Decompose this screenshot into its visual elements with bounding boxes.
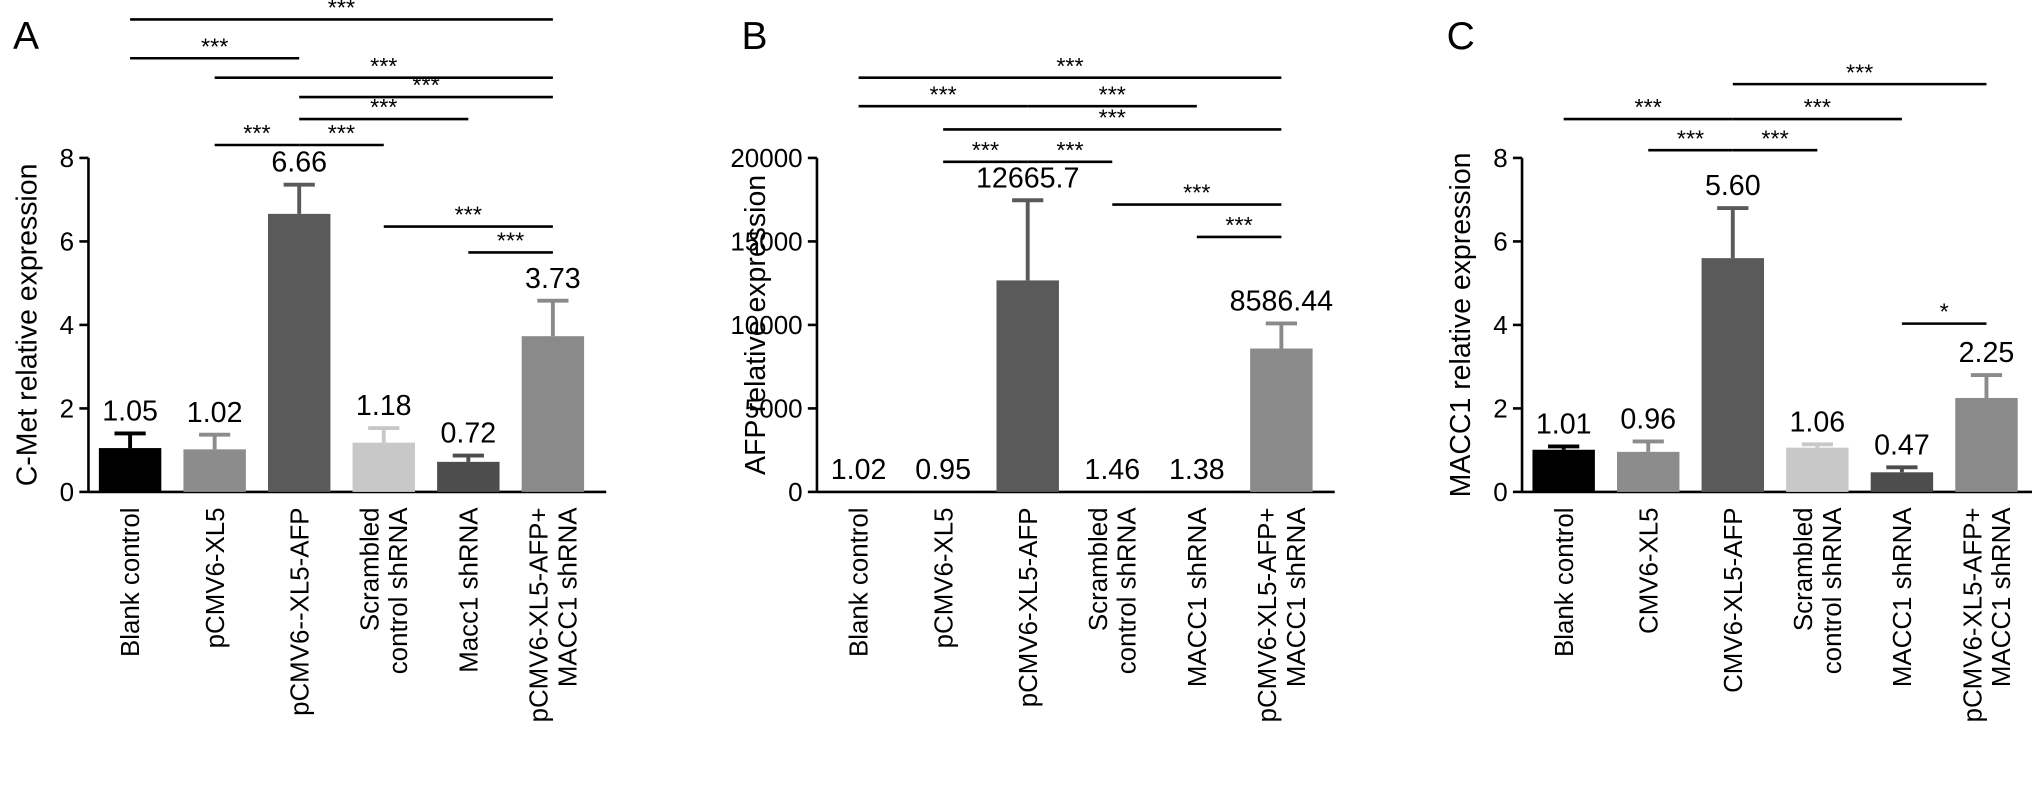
y-tick-label: 15000 [730,229,802,257]
x-tick-label: MACC1 shRNA [1184,507,1212,687]
y-axis-label: MACC1 relative expression [1445,153,1477,498]
y-tick-label: 4 [1493,312,1507,340]
x-tick-label: Scrambledcontrol shRNA [357,507,414,674]
significance-label: *** [1099,105,1126,131]
x-tick-label: CMV6-XL5-AFP [1720,507,1748,692]
significance-label: *** [1225,212,1252,238]
x-tick-label: Macc1 shRNA [455,507,483,673]
x-tick-label: Scrambledcontrol shRNA [1085,507,1142,674]
bar [996,280,1059,492]
x-tick-label: pCMV6-XL5-AFP [1015,507,1043,707]
value-label: 1.46 [1084,454,1140,486]
bar [267,213,331,492]
significance-label: *** [1635,94,1662,120]
significance-label: *** [497,228,524,254]
x-tick-label: pCMV6-XL5 [202,507,230,648]
y-tick-label: 2 [60,396,74,424]
significance-label: *** [1099,81,1126,107]
y-tick-label: 8 [60,145,74,173]
x-tick-label: pCMV6-XL5-AFP+MACC1 shRNA [526,507,583,723]
panel-label: B [742,15,768,58]
value-label: 0.72 [440,418,496,450]
x-tick-label: pCMV6-XL5-AFP+MACC1 shRNA [1959,507,2016,723]
y-tick-label: 0 [788,479,802,507]
y-axis-label: C-Met relative expression [11,164,43,487]
x-tick-label: CMV6-XL5 [1635,507,1663,634]
x-tick-label: pCMV6-XL5-AFP+MACC1 shRNA [1254,507,1311,723]
significance-label: *** [243,120,270,146]
significance-label: *** [1056,137,1083,163]
bar [437,461,500,492]
value-label: 6.66 [271,147,327,179]
value-label: 1.02 [831,454,887,486]
significance-label: *** [1056,53,1083,79]
value-label: 0.96 [1620,404,1676,436]
value-label: 8586.44 [1230,286,1334,318]
panel-label: A [13,15,39,58]
bar [1786,447,1849,492]
value-label: 1.18 [356,390,412,422]
bar [183,449,246,492]
significance-label: *** [328,120,355,146]
significance-label: * [1940,299,1949,325]
bar [521,336,585,492]
y-tick-label: 2 [1493,396,1507,424]
significance-label: *** [1846,59,1873,85]
significance-label: *** [328,0,355,21]
x-tick-label: Blank control [117,507,145,657]
y-tick-label: 6 [60,229,74,257]
bar [1870,472,1934,492]
bar [1532,449,1595,492]
y-tick-label: 4 [60,312,74,340]
x-tick-label: MACC1 shRNA [1889,507,1917,687]
significance-label: *** [1183,180,1210,206]
value-label: 0.47 [1874,429,1930,461]
panel-label: C [1447,15,1475,58]
value-label: 1.02 [187,397,243,429]
value-label: 3.73 [525,263,581,295]
x-tick-label: pCMV6-XL5 [930,507,958,648]
x-tick-label: Blank control [846,507,874,657]
bar [1955,397,2018,492]
value-label: 2.25 [1959,337,2015,369]
x-tick-label: Scrambledcontrol shRNA [1790,507,1847,674]
y-axis-label: AFP relative expression [740,175,772,475]
significance-label: *** [370,53,397,79]
y-tick-label: 6 [1493,229,1507,257]
bar [1701,258,1765,492]
y-tick-label: 20000 [730,145,802,173]
value-label: 1.05 [102,396,158,428]
bar [1250,348,1313,492]
bar [1617,451,1680,492]
value-label: 0.95 [915,454,971,486]
value-label: 12665.7 [976,162,1079,194]
value-label: 5.60 [1705,170,1761,202]
significance-label: *** [1804,94,1831,120]
significance-label: *** [370,94,397,120]
x-tick-label: pCMV6--XL5-AFP [286,507,314,715]
value-label: 1.01 [1536,409,1592,441]
significance-label: *** [1761,125,1788,151]
significance-label: *** [455,202,482,228]
significance-label: *** [1677,125,1704,151]
value-label: 1.06 [1790,406,1846,438]
x-tick-label: Blank control [1551,507,1579,657]
significance-label: *** [929,81,956,107]
value-label: 1.38 [1169,454,1225,486]
y-tick-label: 10000 [730,312,802,340]
y-tick-label: 8 [1493,145,1507,173]
significance-label: *** [201,33,228,59]
significance-label: *** [972,137,999,163]
bar [98,448,162,492]
y-tick-label: 0 [1493,479,1507,507]
significance-label: *** [412,72,439,98]
bar [352,442,415,492]
y-tick-label: 5000 [745,396,803,424]
y-tick-label: 0 [60,479,74,507]
